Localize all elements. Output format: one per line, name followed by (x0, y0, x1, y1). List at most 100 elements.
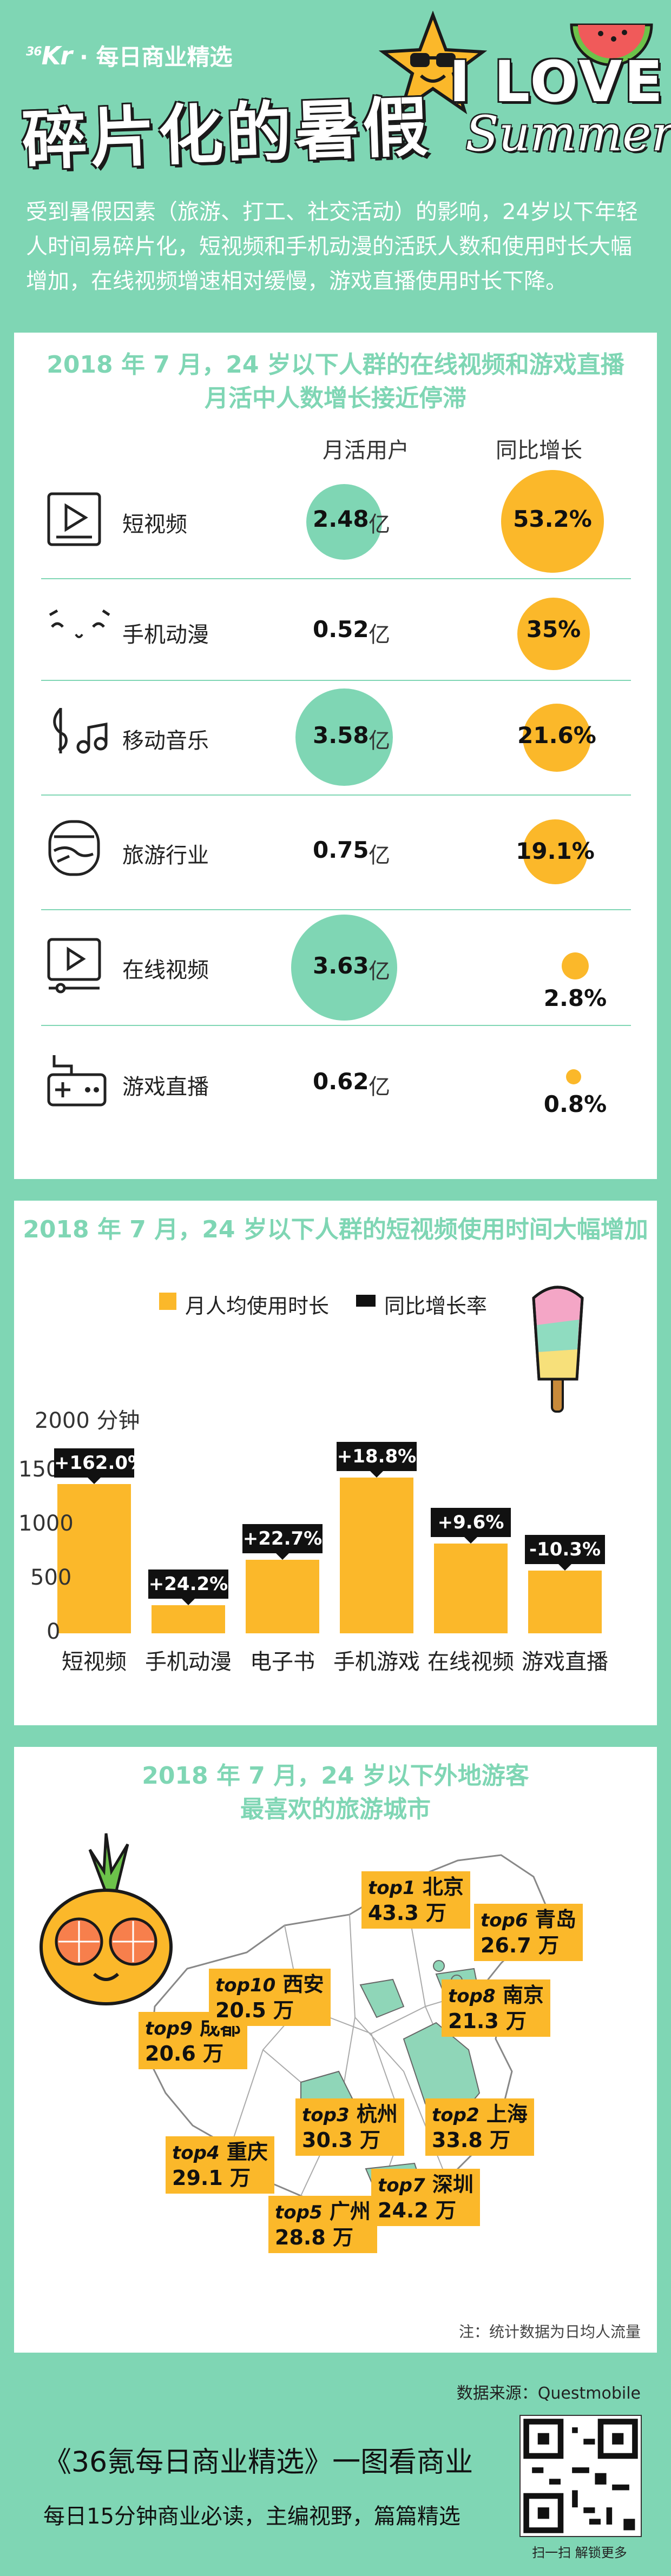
col-growth: 同比增长 (496, 438, 582, 463)
pineapple-icon (40, 1833, 173, 2005)
users-value: 0.52 (313, 616, 369, 643)
city-name: 西安 (275, 1972, 324, 1996)
city-name: 青岛 (528, 1908, 576, 1931)
city-value: 21.3 万 (448, 2009, 527, 2033)
qr-caption: 扫一扫 解锁更多 (532, 2545, 627, 2560)
growth-circle (566, 1069, 581, 1084)
city-name: 上海 (479, 2102, 528, 2126)
users-unit: 亿 (369, 729, 390, 753)
city-value: 33.8 万 (432, 2128, 510, 2152)
city-rank: top1 (368, 1877, 416, 1899)
starfish-icon (379, 11, 487, 115)
city-label: top1 北京 43.3 万 (361, 1871, 470, 1929)
map-title-line1: 2018 年 7 月，24 岁以下外地游客 (142, 1762, 529, 1790)
city-label: top8 南京 21.3 万 (442, 1979, 550, 2037)
category-label: 手机动漫 (145, 1650, 232, 1674)
music-note-icon (53, 708, 108, 754)
legend-swatch-growth (356, 1295, 376, 1307)
travel-map-panel: 2018 年 7 月，24 岁以下外地游客 最喜欢的旅游城市 top1 北京 43… (14, 1747, 657, 2353)
row-label: 旅游行业 (122, 843, 209, 868)
anime-face-icon (49, 609, 110, 638)
table-row: 旅游行业 0.75 亿 19.1% (14, 799, 657, 910)
y-tick-label: 1000 (18, 1511, 74, 1536)
page-title: 碎片化的暑假 (21, 89, 432, 180)
city-rank: top9 (145, 2018, 193, 2039)
users-unit: 亿 (369, 623, 390, 647)
row-label: 移动音乐 (122, 729, 209, 753)
users-circle (306, 484, 382, 560)
growth-rate-pointer (464, 1537, 477, 1544)
table-row: 游戏直播 0.62 亿 0.8% (14, 1030, 657, 1138)
users-unit: 亿 (369, 959, 390, 984)
city-value: 30.3 万 (302, 2128, 380, 2152)
video-player-icon (47, 492, 101, 546)
city-label: top3 杭州 30.3 万 (295, 2098, 404, 2156)
mau-title-line1: 2018 年 7 月，24 岁以下人群的在线视频和游戏直播 (47, 351, 624, 379)
city-name: 北京 (415, 1875, 464, 1899)
qr-code[interactable] (519, 2415, 642, 2537)
growth-rate-label: +24.2% (148, 1570, 228, 1599)
growth-rate-pointer (182, 1599, 195, 1605)
map-title-line2: 最喜欢的旅游城市 (240, 1796, 431, 1823)
bar (152, 1605, 225, 1633)
users-unit: 亿 (369, 1075, 390, 1100)
y-tick-label: 0 (47, 1619, 61, 1644)
brand: 36Kr · 每日商业精选 (26, 39, 233, 72)
users-value: 2.48 (313, 506, 369, 532)
growth-rate-pointer (88, 1478, 101, 1484)
growth-value: 35% (526, 616, 581, 643)
table-row: 手机动漫 0.52 亿 35% (14, 582, 657, 691)
table-row: 移动音乐 3.58 亿 21.6% (14, 684, 657, 796)
city-label: top4 重庆 29.1 万 (166, 2136, 274, 2194)
chart-title: 2018 年 7 月，24 岁以下人群的短视频使用时间大幅增加 (23, 1216, 648, 1243)
growth-circle (517, 598, 590, 670)
city-label: top2 上海 33.8 万 (425, 2098, 534, 2156)
row-label: 手机动漫 (122, 623, 209, 647)
watermelon-icon (570, 23, 653, 67)
growth-rate-pointer (558, 1564, 571, 1571)
users-circle (291, 915, 397, 1021)
users-value: 3.58 (313, 722, 369, 749)
row-divider (41, 794, 631, 796)
city-name: 广州 (322, 2200, 371, 2223)
table-row: 在线视频 3.63 亿 2.8% (14, 913, 657, 1026)
city-value: 20.6 万 (145, 2042, 223, 2065)
growth-value: 0.8% (543, 1091, 607, 1117)
city-value: 24.2 万 (378, 2198, 456, 2222)
mau-title-line2: 月活中人数增长接近停滞 (205, 385, 466, 412)
growth-rate-pointer (276, 1553, 289, 1560)
city-name: 南京 (495, 1983, 544, 2007)
bar (246, 1560, 319, 1633)
bar-chart (57, 1478, 602, 1633)
users-value: 0.75 (313, 837, 369, 863)
city-label: top5 广州 28.8 万 (268, 2196, 377, 2253)
growth-rate-label: +9.6% (431, 1508, 511, 1537)
users-value: 0.62 (313, 1068, 369, 1095)
category-label: 短视频 (62, 1650, 127, 1674)
city-name: 杭州 (349, 2102, 398, 2126)
city-rank: top10 (215, 1975, 276, 1996)
city-rank: top5 (275, 2202, 323, 2223)
growth-circle (523, 819, 588, 884)
growth-circle (501, 470, 604, 573)
row-divider (41, 680, 631, 681)
y-tick-label: 500 (30, 1565, 72, 1590)
data-source: 数据来源：Questmobile (456, 2384, 641, 2403)
footer-title: 《36氪每日商业精选》一图看商业 (43, 2446, 473, 2479)
row-divider (41, 1025, 631, 1026)
city-label: top6 青岛 26.7 万 (474, 1904, 583, 1961)
mau-panel: 2018 年 7 月，24 岁以下人群的在线视频和游戏直播 月活中人数增长接近停… (14, 333, 657, 1179)
table-row: 短视频 2.48 亿 53.2% (14, 468, 657, 579)
users-circle (295, 688, 393, 786)
city-value: 43.3 万 (368, 1901, 446, 1925)
category-label: 电子书 (250, 1650, 315, 1674)
legend-swatch-duration (159, 1293, 176, 1310)
city-name: 重庆 (219, 2140, 268, 2164)
growth-rate-label: -10.3% (525, 1535, 605, 1564)
bar (528, 1571, 602, 1633)
row-label: 在线视频 (122, 958, 209, 983)
map-note: 注：统计数据为日均人流量 (458, 2323, 641, 2341)
users-unit: 亿 (369, 512, 390, 537)
growth-value: 21.6% (517, 722, 596, 749)
bar (340, 1478, 413, 1633)
